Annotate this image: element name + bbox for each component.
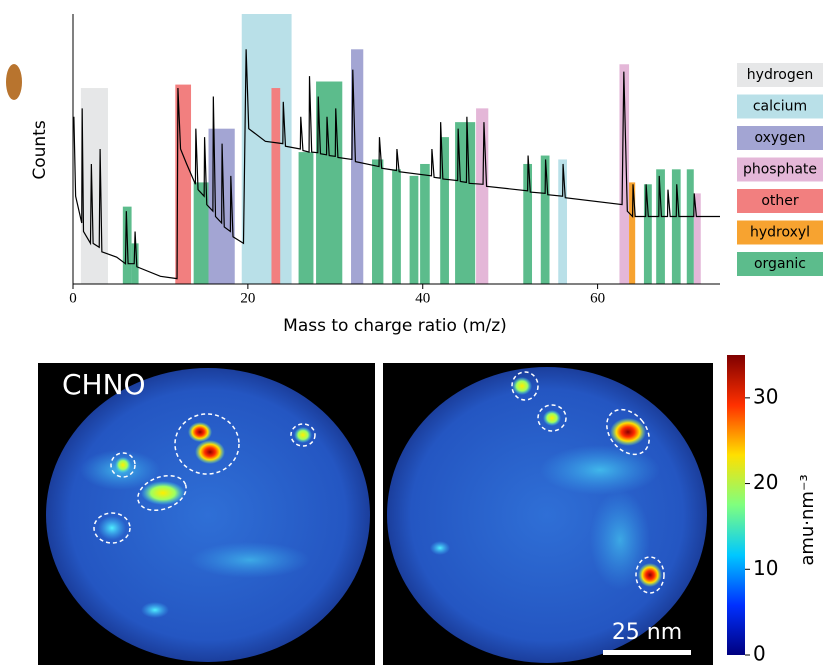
range-bar	[629, 182, 636, 284]
colorbar-tick-label: 20	[753, 470, 778, 494]
range-bar	[131, 243, 139, 284]
range-bar	[420, 163, 430, 284]
legend-swatch	[737, 126, 823, 150]
spectrum-chart: 0 20 40 60	[69, 14, 720, 306]
legend-swatch	[737, 94, 823, 119]
cropped-icon	[6, 64, 22, 100]
range-bar	[476, 108, 489, 284]
legend-swatch	[737, 63, 823, 87]
colorbar: 0 10 20 30 amu·nm⁻³	[727, 355, 818, 666]
range-bar	[523, 163, 533, 284]
x-axis-label: Mass to charge ratio (m/z)	[283, 316, 507, 336]
range-bar	[619, 64, 630, 284]
range-bar	[80, 88, 108, 284]
scale-bar-label: 25 nm	[612, 620, 682, 645]
range-bar	[558, 159, 567, 284]
legend-label: phosphate	[743, 162, 817, 178]
colorbar-fill	[727, 355, 745, 655]
range-bar	[440, 137, 449, 284]
range-bar	[693, 193, 701, 284]
legend-swatch	[737, 252, 823, 276]
y-axis-label: Counts	[30, 120, 50, 179]
range-bar	[409, 175, 419, 284]
range-bar	[316, 81, 343, 284]
range-bar	[372, 159, 384, 284]
legend-label: organic	[754, 256, 806, 272]
legend: hydrogen calcium oxygen phosphate other hydro…	[737, 63, 823, 276]
colorbar-label: amu·nm⁻³	[797, 474, 818, 565]
legend-swatch	[737, 157, 823, 182]
legend-label: hydrogen	[747, 67, 813, 83]
panel-label: CHNO	[62, 368, 146, 401]
colorbar-tick-label: 30	[753, 384, 778, 408]
spectrum-line	[73, 49, 720, 280]
legend-label: oxygen	[754, 130, 805, 146]
range-bar	[298, 152, 314, 284]
range-bar	[540, 155, 550, 284]
legend-label: hydroxyl	[750, 225, 810, 241]
colorbar-tick-label: 0	[753, 642, 766, 666]
range-bar	[392, 169, 401, 284]
x-tick-label: 60	[590, 290, 605, 306]
map-left: CHNO	[38, 363, 375, 665]
range-bar	[643, 184, 652, 284]
legend-swatch	[737, 189, 823, 213]
range-bar	[671, 169, 681, 284]
legend-label: other	[761, 193, 799, 209]
map-right: 25 nm	[383, 363, 713, 665]
x-tick-label: 20	[240, 290, 255, 306]
range-bar	[175, 84, 192, 285]
range-bar	[271, 88, 281, 284]
legend-swatch	[737, 220, 823, 245]
x-tick-label: 0	[69, 290, 77, 306]
colorbar-tick-label: 10	[753, 556, 778, 580]
range-bar	[241, 14, 292, 284]
range-bar	[193, 182, 209, 284]
range-bar	[656, 169, 665, 284]
legend-label: calcium	[753, 99, 807, 115]
x-tick-label: 40	[415, 290, 430, 306]
range-bar	[686, 169, 694, 284]
